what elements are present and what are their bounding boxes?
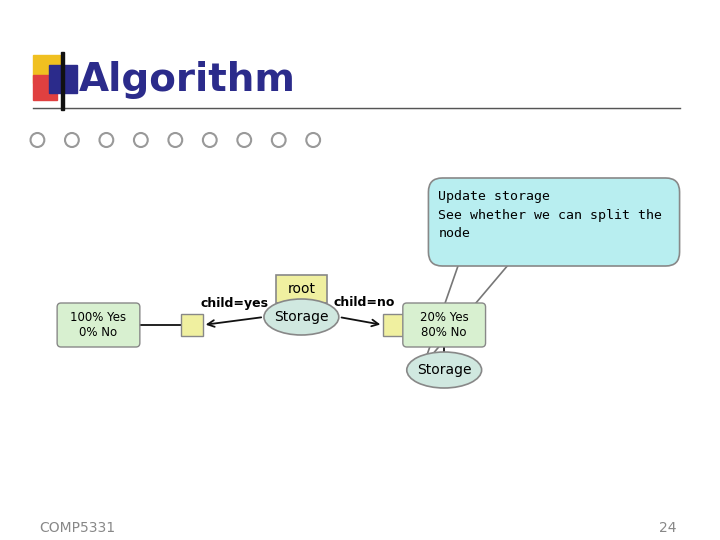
- Circle shape: [65, 133, 78, 147]
- Circle shape: [30, 133, 45, 147]
- FancyBboxPatch shape: [428, 178, 680, 266]
- Circle shape: [134, 133, 148, 147]
- Text: 24: 24: [659, 521, 677, 535]
- Text: root: root: [287, 282, 315, 296]
- Circle shape: [272, 133, 286, 147]
- Text: COMP5331: COMP5331: [40, 521, 115, 535]
- Bar: [276, 275, 327, 303]
- Bar: [32, 55, 60, 83]
- Text: 100% Yes
0% No: 100% Yes 0% No: [71, 311, 127, 339]
- FancyBboxPatch shape: [402, 303, 485, 347]
- Circle shape: [168, 133, 182, 147]
- Circle shape: [99, 133, 113, 147]
- Circle shape: [306, 133, 320, 147]
- Text: Storage: Storage: [274, 310, 328, 324]
- Text: Update storage
See whether we can split the
node: Update storage See whether we can split …: [438, 190, 662, 240]
- Bar: [32, 75, 57, 100]
- Text: child=yes: child=yes: [200, 296, 269, 309]
- Text: Storage: Storage: [417, 363, 472, 377]
- Bar: [181, 314, 203, 336]
- Ellipse shape: [407, 352, 482, 388]
- FancyBboxPatch shape: [57, 303, 140, 347]
- Text: Algorithm: Algorithm: [78, 61, 296, 99]
- Bar: [61, 52, 63, 110]
- Text: 20% Yes
80% No: 20% Yes 80% No: [420, 311, 469, 339]
- Text: child=no: child=no: [334, 296, 395, 309]
- Ellipse shape: [264, 299, 339, 335]
- Circle shape: [238, 133, 251, 147]
- Bar: [383, 314, 405, 336]
- Circle shape: [203, 133, 217, 147]
- Bar: [49, 65, 77, 93]
